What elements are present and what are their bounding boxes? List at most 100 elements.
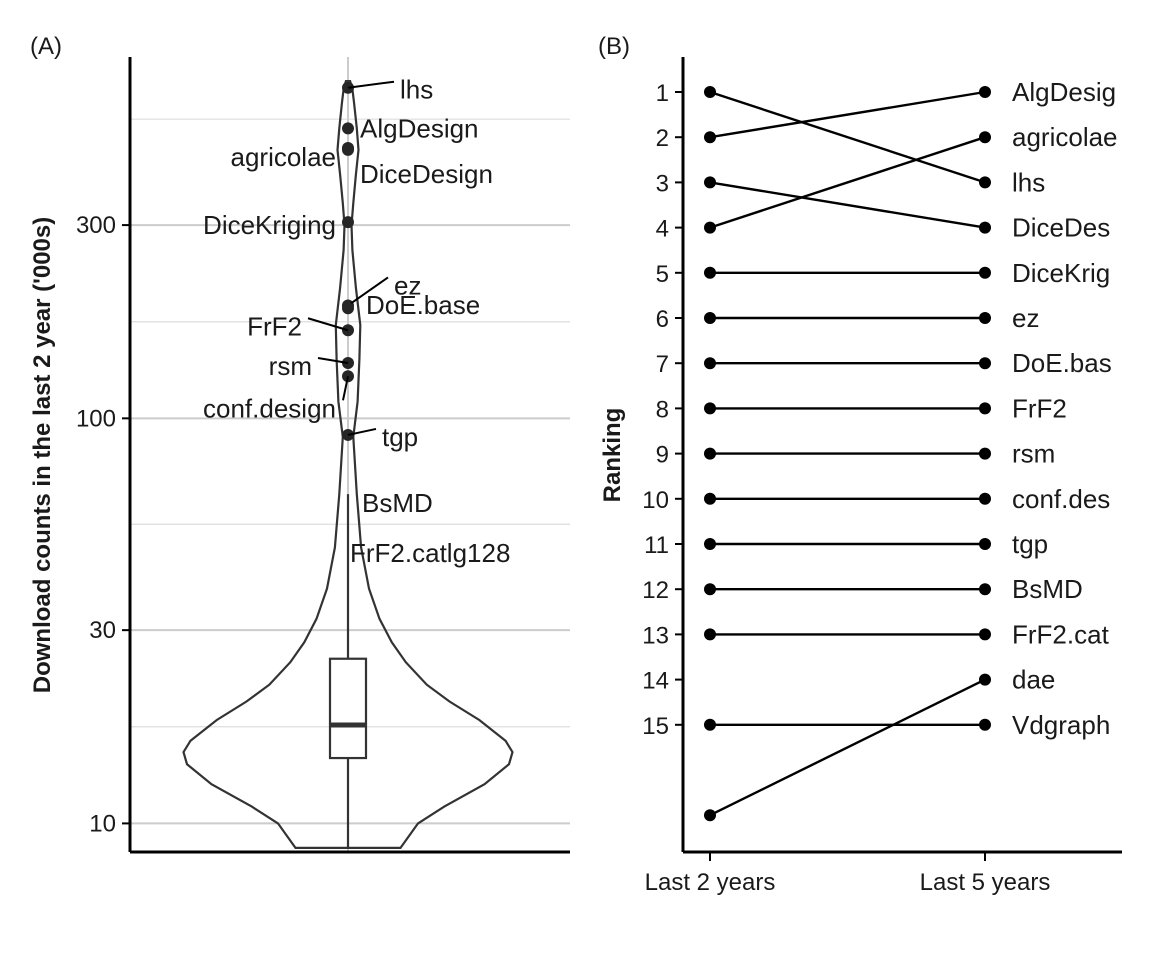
rank-package-label: BsMD	[1012, 574, 1083, 604]
label-leader-line	[347, 80, 395, 89]
point-label: ez	[394, 270, 421, 300]
rank-package-label: DoE.bas	[1012, 348, 1112, 378]
rank-point-right	[979, 447, 991, 460]
rank-point-left	[704, 312, 716, 324]
rank-package-label: ez	[1012, 303, 1039, 333]
y-tick-label: 10	[89, 810, 116, 837]
y-tick-label: 30	[89, 617, 116, 644]
rank-point-right	[979, 718, 991, 731]
rank-point-left	[704, 176, 716, 189]
violin-axes: 10 30 100 300	[76, 57, 570, 854]
rank-package-label: conf.des	[1012, 484, 1110, 514]
rank-point-right	[979, 266, 991, 279]
rank-point-right	[979, 131, 991, 144]
boxplot	[328, 494, 368, 848]
rank-package-label: AlgDesig	[1012, 77, 1116, 107]
rank-tick-label: 2	[656, 125, 669, 152]
rank-package-label: agricolae	[1012, 122, 1118, 152]
ranking-line	[709, 181, 986, 229]
point-label: conf.design	[203, 393, 336, 423]
rank-tick-label: 9	[656, 442, 669, 469]
rank-point-left	[704, 266, 716, 279]
rank-point-left	[704, 809, 716, 822]
rank-point-left	[704, 357, 716, 370]
rank-package-label: dae	[1012, 665, 1055, 695]
rank-tick-label: 4	[656, 216, 669, 243]
point-label: rsm	[269, 351, 312, 381]
rank-tick-label: 7	[656, 351, 669, 378]
point-label: FrF2	[247, 311, 302, 341]
outlier-point-dicekriging	[342, 216, 354, 229]
violin-y-axis-title: Download counts in the last 2 year ('000…	[29, 217, 56, 694]
point-label: tgp	[382, 422, 418, 452]
ranking-line	[709, 136, 986, 229]
rank-tick-label: 11	[644, 532, 669, 559]
rank-tick-label: 3	[656, 170, 669, 197]
rank-point-left	[704, 447, 716, 460]
rank-tick-label: 5	[656, 261, 669, 288]
rank-point-left	[704, 402, 716, 415]
iqr-box	[328, 657, 368, 760]
label-leader-line	[347, 276, 389, 307]
panel-b-tag: (B)	[598, 33, 630, 60]
rank-tick-label: 15	[642, 713, 669, 740]
point-label: AlgDesign	[360, 113, 479, 143]
outlier-point-doe-base	[342, 302, 354, 315]
rank-point-right	[979, 221, 991, 234]
rank-point-right	[979, 583, 991, 596]
rank-package-label: Vdgraph	[1012, 710, 1110, 740]
point-label: DoE.base	[366, 290, 480, 320]
violin-panel: lhs AlgDesign agricolae DiceDesign DiceKrigi…	[29, 57, 570, 854]
rank-package-label: FrF2	[1012, 393, 1067, 423]
rank-point-left	[704, 221, 716, 234]
ranking-line	[709, 678, 986, 817]
rank-package-label: DiceKrig	[1012, 258, 1110, 288]
label-leader-line	[342, 376, 349, 401]
rank-point-right	[979, 357, 991, 370]
rank-point-right	[979, 86, 991, 98]
rank-package-label: lhs	[1012, 167, 1045, 197]
rank-tick-label: 13	[642, 622, 669, 649]
rank-tick-label: 6	[656, 306, 669, 333]
ranking-line	[709, 90, 986, 139]
rank-point-right	[979, 673, 991, 686]
x-category-label: Last 2 years	[645, 869, 776, 896]
ranking-panel: AlgDesig agricolae lhs DiceDes DiceKrig ez DoE…	[599, 57, 1122, 896]
violin-shape	[182, 80, 514, 849]
rank-point-left	[704, 628, 716, 641]
rank-point-left	[704, 538, 716, 550]
point-label: lhs	[400, 75, 433, 105]
point-label: agricolae	[230, 142, 336, 172]
outlier-point-dicedesign	[342, 143, 354, 156]
label-leader-line	[347, 427, 377, 436]
y-tick-label: 100	[76, 405, 116, 432]
rank-point-right	[979, 312, 991, 324]
x-category-label: Last 5 years	[920, 869, 1051, 896]
ranking-labels: AlgDesig agricolae lhs DiceDes DiceKrig ez DoE…	[1012, 77, 1118, 740]
rank-point-left	[704, 718, 716, 731]
rank-tick-label: 8	[656, 396, 669, 423]
outlier-points: lhs AlgDesign agricolae DiceDesign DiceKrigi…	[203, 75, 510, 568]
point-label: FrF2.catlg128	[350, 538, 510, 568]
outlier-point-algdesign	[342, 122, 354, 135]
ranking-lines	[709, 90, 986, 817]
rank-package-label: tgp	[1012, 529, 1048, 559]
panel-a-tag: (A)	[30, 33, 62, 60]
rank-package-label: DiceDes	[1012, 213, 1110, 243]
point-label: DiceKriging	[203, 210, 336, 240]
rank-tick-label: 1	[656, 80, 669, 107]
rank-tick-label: 14	[642, 668, 669, 695]
rank-package-label: rsm	[1012, 439, 1055, 469]
y-tick-label: 300	[76, 212, 116, 239]
rank-point-right	[979, 402, 991, 415]
rank-point-right	[979, 628, 991, 641]
rank-point-left	[704, 583, 716, 596]
rank-point-left	[704, 492, 716, 505]
point-label: BsMD	[362, 488, 433, 518]
rank-point-right	[979, 538, 991, 550]
rank-point-left	[704, 131, 716, 144]
ranking-points	[704, 86, 991, 822]
rank-point-right	[979, 176, 991, 189]
